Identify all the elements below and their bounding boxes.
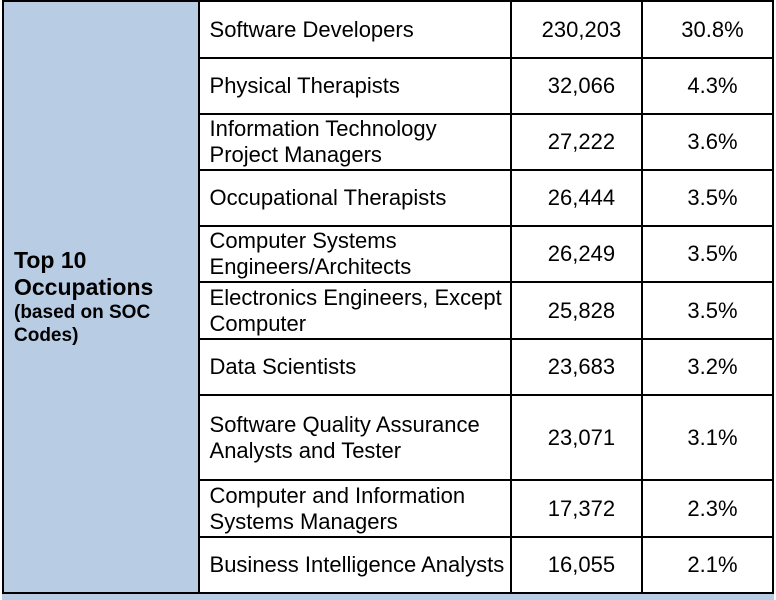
table-row: Computer Systems Engineers/Architects 26… [3, 225, 775, 283]
table-row: Software Quality Assurance Analysts and … [3, 394, 775, 481]
occupation-percent: 3.5% [640, 225, 775, 283]
occupation-count: 25,828 [509, 281, 643, 340]
table-row: Occupational Therapists 26,444 3.5% [3, 169, 775, 227]
occupation-percent: 3.6% [640, 113, 775, 171]
occupation-name: Data Scientists [197, 338, 512, 396]
occupation-count: 16,055 [509, 536, 643, 594]
occupation-name: Computer Systems Engineers/Architects [197, 225, 512, 283]
occupation-percent: 30.8% [640, 0, 775, 59]
table-row: Electronics Engineers, Except Computer 2… [3, 281, 775, 340]
occupation-name: Software Developers [197, 0, 512, 59]
occupation-count: 27,222 [509, 113, 643, 171]
occupation-percent: 2.3% [640, 479, 775, 538]
occupation-count: 32,066 [509, 57, 643, 115]
occupation-percent: 3.2% [640, 338, 775, 396]
occupation-name: Electronics Engineers, Except Computer [197, 281, 512, 340]
table-row: Physical Therapists 32,066 4.3% [3, 57, 775, 115]
table-row-header: Top 10 Occupations (based on SOC Codes) [2, 0, 200, 594]
occupation-name: Business Intelligence Analysts [197, 536, 512, 594]
occupation-name: Computer and Information Systems Manager… [197, 479, 512, 538]
next-row-strip [2, 592, 774, 600]
occupation-percent: 2.1% [640, 536, 775, 594]
occupation-name: Information Technology Project Managers [197, 113, 512, 171]
table-row: Data Scientists 23,683 3.2% [3, 338, 775, 396]
occupation-count: 23,071 [509, 394, 643, 481]
occupation-name: Physical Therapists [197, 57, 512, 115]
occupation-percent: 3.1% [640, 394, 775, 481]
occupation-count: 230,203 [509, 0, 643, 59]
occupation-name: Software Quality Assurance Analysts and … [197, 394, 512, 481]
occupation-percent: 4.3% [640, 57, 775, 115]
table-row: Business Intelligence Analysts 16,055 2.… [3, 536, 775, 594]
header-subtitle-line-1: (based on SOC [14, 302, 151, 323]
header-title-line-2: Occupations [14, 274, 154, 300]
occupation-count: 26,444 [509, 169, 643, 227]
occupation-count: 23,683 [509, 338, 643, 396]
occupation-count: 26,249 [509, 225, 643, 283]
occupation-name: Occupational Therapists [197, 169, 512, 227]
header-subtitle-line-2: Codes) [14, 325, 79, 346]
occupation-percent: 3.5% [640, 281, 775, 340]
header-title-line-1: Top 10 [14, 247, 87, 273]
table-row: Information Technology Project Managers … [3, 113, 775, 171]
occupation-count: 17,372 [509, 479, 643, 538]
occupation-percent: 3.5% [640, 169, 775, 227]
table-row: Computer and Information Systems Manager… [3, 479, 775, 538]
